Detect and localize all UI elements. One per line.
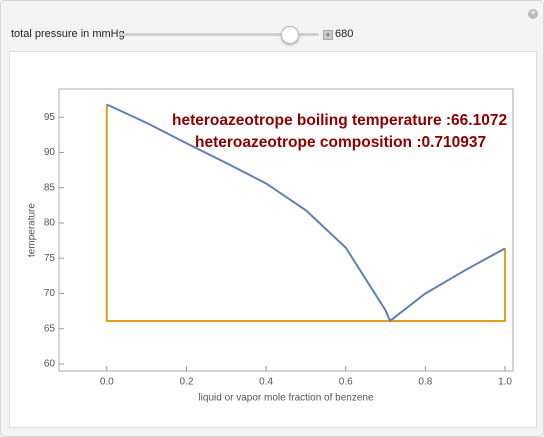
slider-thumb[interactable] [281,26,299,44]
output-panel [9,51,537,428]
x-tick-label: 0.0 [100,377,114,388]
plot-frame [58,88,514,372]
x-tick-label: 1.0 [498,377,512,388]
y-axis-label: temperature [27,203,38,257]
control-label: total pressure in mmHg [11,28,125,40]
y-tick-label: 80 [44,218,56,229]
slider-track[interactable] [119,33,319,36]
annotation: heteroazeotrope boiling temperature :66.… [172,112,507,129]
y-tick-label: 90 [44,147,56,158]
expand-button[interactable]: + [323,30,333,40]
annotation: heteroazeotrope composition :0.710937 [195,134,486,151]
y-tick-label: 60 [44,359,56,370]
x-tick-label: 0.4 [259,377,273,388]
options-button[interactable]: + [528,9,538,19]
y-tick-label: 65 [44,323,56,334]
y-tick-label: 85 [44,182,56,193]
x-tick-label: 0.8 [418,377,432,388]
control-value: 680 [335,28,354,40]
data-line [106,103,506,323]
data-line [105,104,507,322]
y-tick-label: 75 [44,253,56,264]
x-tick-label: 0.2 [179,377,193,388]
x-axis-label: liquid or vapor mole fraction of benzene [198,393,374,404]
y-tick-label: 95 [44,112,56,123]
y-tick-label: 70 [44,288,56,299]
x-tick-label: 0.6 [339,377,353,388]
